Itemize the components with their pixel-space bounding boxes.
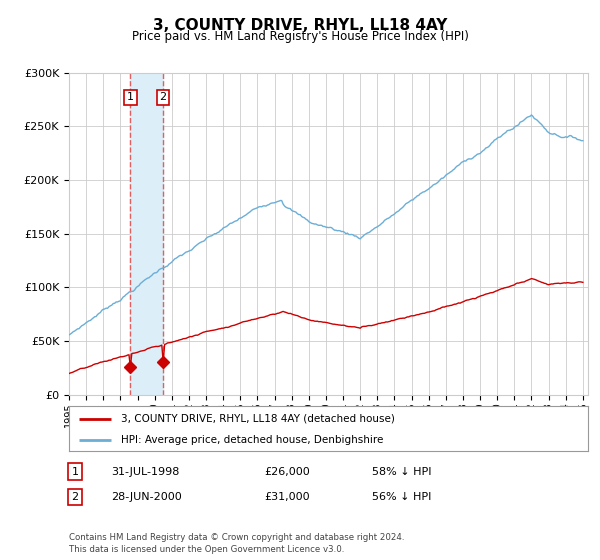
Text: Contains HM Land Registry data © Crown copyright and database right 2024.
This d: Contains HM Land Registry data © Crown c… [69,533,404,554]
Text: 58% ↓ HPI: 58% ↓ HPI [372,466,431,477]
Text: 56% ↓ HPI: 56% ↓ HPI [372,492,431,502]
Bar [130,73,163,395]
Text: HPI: Average price, detached house, Denbighshire: HPI: Average price, detached house, Denb… [121,435,383,445]
Text: £26,000: £26,000 [264,466,310,477]
Text: £31,000: £31,000 [264,492,310,502]
Text: 2: 2 [71,492,79,502]
Text: 31-JUL-1998: 31-JUL-1998 [111,466,179,477]
Text: 3, COUNTY DRIVE, RHYL, LL18 4AY: 3, COUNTY DRIVE, RHYL, LL18 4AY [153,18,447,32]
Text: 28-JUN-2000: 28-JUN-2000 [111,492,182,502]
Text: 1: 1 [71,466,79,477]
Text: Price paid vs. HM Land Registry's House Price Index (HPI): Price paid vs. HM Land Registry's House … [131,30,469,43]
Text: 3, COUNTY DRIVE, RHYL, LL18 4AY (detached house): 3, COUNTY DRIVE, RHYL, LL18 4AY (detache… [121,413,395,423]
Text: 2: 2 [160,92,167,102]
Text: 1: 1 [127,92,134,102]
